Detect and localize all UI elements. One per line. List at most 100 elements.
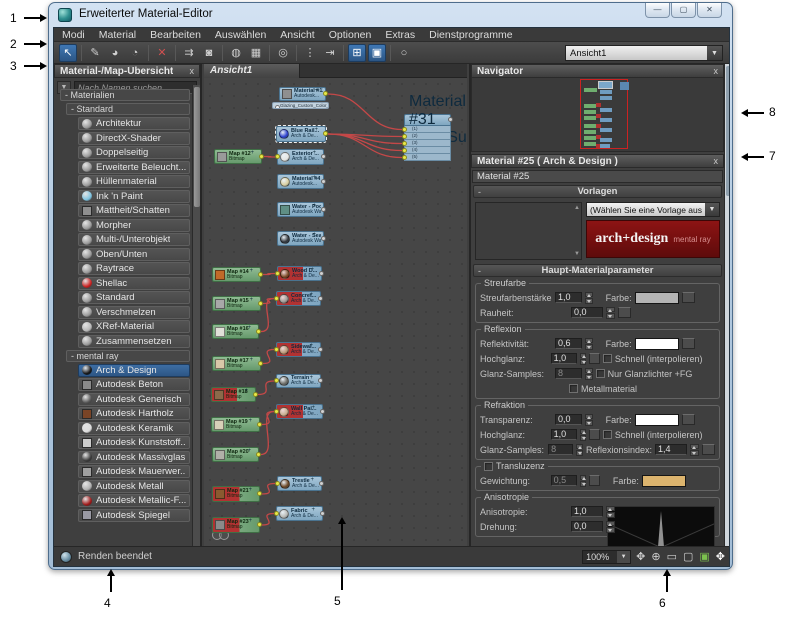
param-value-field[interactable]: 0,0 bbox=[571, 521, 603, 532]
spin-up-icon[interactable] bbox=[690, 443, 699, 449]
output-socket[interactable] bbox=[256, 328, 261, 334]
node-exterior[interactable]: Exterior ... Arch & De... + bbox=[275, 149, 326, 165]
menu-item-bearbeiten[interactable]: Bearbeiten bbox=[150, 28, 201, 41]
color-swatch[interactable] bbox=[634, 337, 679, 350]
input-socket[interactable] bbox=[402, 155, 407, 160]
list-item[interactable]: Architektur bbox=[78, 117, 190, 130]
collapse-icon[interactable]: + bbox=[312, 175, 316, 181]
node-multisub[interactable]: Material #31Multi/Sub...(1)(2)(3)(4)(5) bbox=[402, 93, 467, 161]
list-item[interactable]: Raytrace bbox=[78, 262, 190, 275]
delete-selected-icon[interactable]: ✕ bbox=[157, 47, 167, 59]
param-value-field[interactable]: 1,0 bbox=[550, 429, 577, 440]
move-children-icon[interactable]: ⇉ bbox=[184, 47, 194, 59]
assign-material-to-selection-icon[interactable]: ◕ bbox=[111, 46, 119, 59]
checkbox[interactable] bbox=[602, 430, 612, 439]
spinner-arrows[interactable] bbox=[606, 520, 615, 533]
collapse-icon[interactable]: + bbox=[309, 343, 313, 349]
input-socket[interactable] bbox=[275, 154, 280, 159]
collapse-icon[interactable]: + bbox=[312, 203, 316, 209]
collapse-icon[interactable]: + bbox=[248, 518, 252, 524]
node-canvas[interactable]: Material #12 Autodesk... + Glazing_Custom_C… bbox=[204, 78, 467, 548]
output-socket[interactable] bbox=[321, 178, 326, 184]
spinner-arrows[interactable] bbox=[579, 428, 587, 441]
list-item[interactable]: Verschmelzen bbox=[78, 305, 190, 319]
close-icon[interactable]: x bbox=[713, 66, 719, 76]
map-slot-button[interactable] bbox=[589, 353, 600, 364]
input-socket[interactable] bbox=[274, 346, 279, 352]
collapse-icon[interactable]: + bbox=[248, 487, 252, 493]
multisub-slot[interactable]: (5) bbox=[402, 154, 451, 161]
pick-material-eyedropper-icon[interactable]: ✎ bbox=[90, 47, 100, 59]
map-slot-button[interactable] bbox=[681, 414, 695, 425]
spinner-arrows[interactable] bbox=[579, 352, 587, 365]
zoom-extents-selected-icon[interactable]: ▣ bbox=[699, 550, 710, 563]
select-tool-icon[interactable]: ↖ bbox=[59, 43, 77, 62]
spin-up-icon[interactable] bbox=[576, 443, 583, 449]
input-socket[interactable] bbox=[402, 127, 407, 132]
input-socket[interactable] bbox=[402, 148, 407, 153]
output-socket[interactable] bbox=[321, 154, 326, 159]
node-concrete[interactable]: Concret... Arch & De... + bbox=[274, 291, 323, 306]
list-item[interactable]: Autodesk Keramik bbox=[78, 421, 190, 435]
list-item[interactable]: DirectX-Shader bbox=[78, 131, 190, 145]
node-trestle[interactable]: Trestle Arch & De... + bbox=[275, 476, 324, 491]
list-item[interactable]: Ink 'n Paint bbox=[78, 189, 190, 203]
output-socket[interactable] bbox=[318, 378, 323, 383]
pan-to-selected-icon[interactable]: ✥ bbox=[715, 550, 725, 563]
collapse-icon[interactable]: + bbox=[247, 448, 251, 454]
parameter-editor-toggle-icon[interactable]: ▣ bbox=[368, 43, 386, 62]
minimize-button[interactable]: — bbox=[645, 3, 670, 18]
node-mat4[interactable]: Material #4 Autodesk... + bbox=[277, 174, 326, 189]
multisub-slot[interactable]: (2) bbox=[402, 133, 451, 140]
checkbox[interactable] bbox=[602, 354, 612, 363]
input-socket[interactable] bbox=[274, 378, 279, 383]
spinner-arrows[interactable] bbox=[576, 443, 583, 456]
group-header-materialien[interactable]: - Materialien bbox=[60, 89, 190, 101]
transluzenz-checkbox[interactable] bbox=[484, 461, 493, 471]
list-item[interactable]: Autodesk Spiegel bbox=[78, 508, 190, 522]
output-socket[interactable] bbox=[257, 491, 262, 496]
collapse-icon[interactable]: + bbox=[249, 268, 253, 274]
collapse-icon[interactable]: + bbox=[244, 388, 248, 394]
spin-up-icon[interactable] bbox=[579, 474, 587, 480]
browser-scrollbar[interactable] bbox=[192, 85, 200, 548]
vorlagen-rollout-header[interactable]: - Vorlagen bbox=[473, 185, 722, 198]
list-item[interactable]: Erweiterte Beleucht... bbox=[78, 160, 190, 174]
list-item[interactable]: Mattheit/Schatten bbox=[78, 204, 190, 217]
list-item[interactable]: Autodesk Hartholz bbox=[78, 407, 190, 420]
input-socket[interactable] bbox=[402, 134, 407, 139]
spin-down-icon[interactable] bbox=[690, 450, 699, 456]
node-terrain[interactable]: Terrain Arch & De... + bbox=[274, 374, 323, 388]
spinner-arrows[interactable] bbox=[585, 367, 593, 380]
menu-item-optionen[interactable]: Optionen bbox=[328, 28, 372, 41]
map-slot-button[interactable] bbox=[618, 307, 631, 318]
show-maps-icon[interactable]: ◎ bbox=[278, 47, 288, 59]
input-socket[interactable] bbox=[402, 141, 407, 146]
spin-down-icon[interactable] bbox=[585, 374, 593, 380]
close-button[interactable]: ✕ bbox=[697, 3, 722, 18]
output-socket[interactable] bbox=[253, 391, 258, 397]
collapse-icon[interactable]: + bbox=[312, 150, 316, 156]
input-socket[interactable] bbox=[275, 270, 280, 276]
spin-up-icon[interactable] bbox=[606, 505, 615, 511]
node-map15[interactable]: Map #15 Bitmap + bbox=[212, 296, 263, 311]
scroll-up-icon[interactable]: ▲ bbox=[574, 205, 580, 211]
list-item[interactable]: Arch & Design bbox=[78, 363, 190, 377]
menu-item-dienstprogramme[interactable]: Dienstprogramme bbox=[429, 28, 513, 41]
scroll-down-icon[interactable]: ▼ bbox=[574, 251, 580, 257]
spin-down-icon[interactable] bbox=[606, 527, 615, 533]
collapse-icon[interactable]: - bbox=[478, 187, 481, 197]
zoom-level-combo[interactable]: 100% ▼ bbox=[582, 549, 632, 564]
output-socket[interactable] bbox=[320, 408, 325, 414]
list-item[interactable]: Autodesk Metallic-F... bbox=[78, 494, 190, 507]
show-shaded-material-in-viewport-icon[interactable]: ◍ bbox=[231, 47, 241, 59]
menu-item-ansicht[interactable]: Ansicht bbox=[280, 28, 315, 41]
map-slot-button[interactable] bbox=[589, 475, 600, 486]
chevron-down-icon[interactable]: ▼ bbox=[707, 46, 722, 60]
checkbox[interactable] bbox=[569, 384, 578, 393]
map-slot-button[interactable] bbox=[589, 429, 600, 440]
chevron-down-icon[interactable]: ▼ bbox=[705, 203, 719, 216]
collapse-icon[interactable]: + bbox=[310, 267, 314, 273]
